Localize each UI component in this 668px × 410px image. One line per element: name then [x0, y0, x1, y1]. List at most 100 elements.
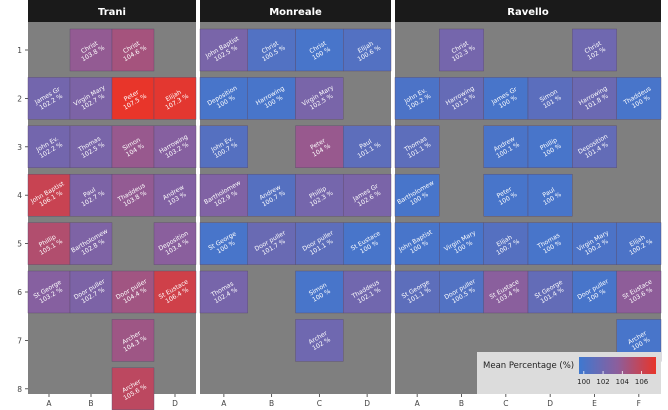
tile-cell	[295, 222, 344, 265]
tile-cell	[111, 173, 155, 217]
x-tick-label: B	[88, 399, 93, 408]
tile-cell	[199, 77, 248, 120]
heatmap-tile: Andrew100.7 %	[247, 173, 296, 217]
heatmap-tile: Paul102.7 %	[69, 173, 113, 217]
heatmap-tile: Harrowing101.8 %	[572, 77, 617, 120]
heatmap-tile: Thomas100 %	[527, 222, 573, 265]
heatmap-tile: Bartholomew102.8 %	[69, 222, 113, 265]
y-tick-label: 1	[17, 46, 22, 55]
tile-cell	[483, 270, 529, 314]
heatmap-tile: John Baptist106.1 %	[27, 173, 71, 217]
colorbar	[579, 357, 656, 374]
heatmap-tile: Simon101 %	[527, 77, 573, 120]
tile-cell	[199, 270, 248, 314]
y-tick-label: 6	[17, 288, 22, 297]
tile-cell	[295, 77, 344, 120]
heatmap-tile: St George100 %	[199, 222, 248, 265]
x-tick-label: A	[46, 399, 52, 408]
x-tick-label: D	[547, 399, 553, 408]
panel-title: Trani	[98, 7, 126, 18]
heatmap-tile: Door puller100 %	[572, 270, 617, 314]
heatmap-tile: Bartholomew100 %	[394, 173, 440, 217]
tile-cell	[247, 173, 296, 217]
panel-title: Ravello	[507, 7, 549, 18]
tile-cell	[153, 125, 197, 169]
tile-cell	[483, 77, 529, 120]
tile-cell	[527, 77, 573, 120]
x-tick-label: A	[221, 399, 227, 408]
tile-cell	[394, 270, 440, 314]
heatmap-tile: Phillip102.3 %	[295, 173, 344, 217]
heatmap-tile: Deposition101.4 %	[572, 125, 617, 169]
heatmap-tile: John Ev.100.7 %	[199, 125, 248, 169]
heatmap-tile: Archer105.6 %	[111, 367, 155, 410]
heatmap-tile: Harrowing103.2 %	[153, 125, 197, 169]
heatmap-tile: Christ100.5 %	[247, 28, 296, 72]
y-tick-label: 4	[17, 191, 22, 200]
heatmap-tile: St George103.2 %	[27, 270, 71, 314]
tile-cell	[27, 173, 71, 217]
colorbar-tick-label: 104	[616, 378, 630, 386]
tile-cell	[439, 222, 484, 265]
heatmap-tile: Christ103.8 %	[69, 28, 113, 72]
y-tick-label: 8	[17, 385, 22, 394]
legend-title: Mean Percentage (%)	[483, 361, 574, 371]
tile-cell	[439, 28, 484, 72]
tile-cell	[199, 173, 248, 217]
x-tick-label: D	[172, 399, 178, 408]
tile-cell	[27, 125, 71, 169]
tile-cell	[69, 125, 113, 169]
colorbar-tick-label: 100	[577, 378, 590, 386]
heatmap-tile: Elijah100.6 %	[343, 28, 392, 72]
tile-cell	[616, 222, 662, 265]
heatmap-tile: Door puller104.4 %	[111, 270, 155, 314]
heatmap-tile: St Eustace106.4 %	[153, 270, 197, 314]
tile-cell	[69, 173, 113, 217]
heatmap-tile: Virgin Mary102.7 %	[69, 77, 113, 120]
heatmap-tile: Thaddeus100 %	[616, 77, 662, 120]
tile-cell	[394, 77, 440, 120]
tile-cell	[27, 270, 71, 314]
heatmap-tile: Paul101.1 %	[343, 125, 392, 169]
tile-cell	[69, 270, 113, 314]
tile-cell	[483, 125, 529, 169]
heatmap-tile: Door puller100.5 %	[439, 270, 484, 314]
heatmap-tile: Virgin Mary102.5 %	[295, 77, 344, 120]
tile-cell	[572, 77, 617, 120]
x-tick-label: D	[364, 399, 370, 408]
tile-cell	[343, 125, 392, 169]
tile-cell	[295, 270, 344, 314]
tile-cell	[247, 28, 296, 72]
heatmap-tile: Virgin Mary100 %	[439, 222, 484, 265]
panel-strip	[200, 0, 391, 22]
x-tick-label: C	[317, 399, 322, 408]
heatmap-tile: Christ104.6 %	[111, 28, 155, 72]
heatmap-tile: John Baptist102.5 %	[199, 28, 248, 72]
heatmap-tile: Deposition103.4 %	[153, 222, 197, 265]
heatmap-tile: Christ100 %	[295, 28, 344, 72]
tile-cell	[394, 173, 440, 217]
tile-cell	[527, 270, 573, 314]
heatmap-tile: Phillip100 %	[527, 125, 573, 169]
y-tick-label: 2	[17, 94, 22, 103]
tile-cell	[111, 28, 155, 72]
tile-cell	[439, 77, 484, 120]
tile-cell	[111, 270, 155, 314]
heatmap-tile: Thomas102.5 %	[69, 125, 113, 169]
tile-cell	[69, 28, 113, 72]
x-tick-label: F	[637, 399, 641, 408]
heatmap-tile: St George101.4 %	[527, 270, 573, 314]
heatmap-tile: Door puller101.7 %	[247, 222, 296, 265]
heatmap-tile: Archer102 %	[295, 319, 344, 362]
tile-cell	[247, 222, 296, 265]
heatmap-tile: Elijah107.3 %	[153, 77, 197, 120]
tile-cell	[343, 222, 392, 265]
tile-cell	[483, 222, 529, 265]
x-tick-label: C	[503, 399, 508, 408]
y-tick-label: 7	[17, 336, 22, 345]
tile-cell	[153, 77, 197, 120]
tile-cell	[199, 125, 248, 169]
tile-cell	[111, 319, 155, 362]
heatmap-tile: John Baptist100 %	[394, 222, 440, 265]
heatmap-tile: James Gr102.6 %	[343, 173, 392, 217]
